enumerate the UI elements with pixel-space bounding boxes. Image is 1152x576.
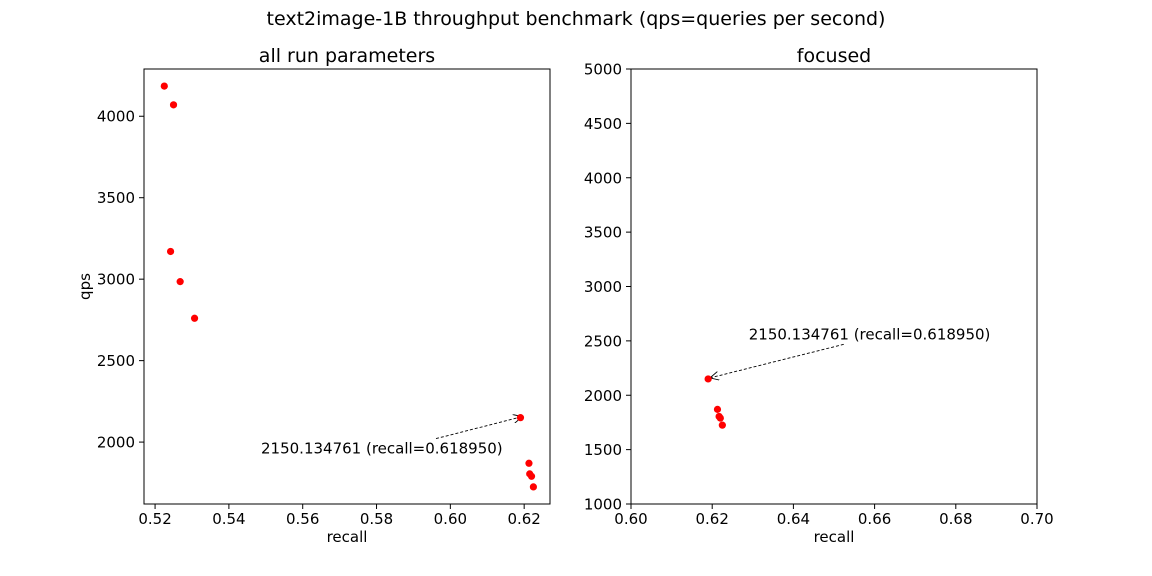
y-tick-label: 5000 bbox=[584, 61, 622, 79]
x-axis-label: recall bbox=[814, 528, 855, 546]
x-tick-label: 0.68 bbox=[939, 510, 972, 528]
y-tick-label: 3000 bbox=[97, 271, 135, 289]
y-tick-label: 4000 bbox=[97, 108, 135, 126]
x-tick-label: 0.60 bbox=[614, 510, 647, 528]
annotation-arrow bbox=[710, 343, 844, 378]
data-point bbox=[529, 483, 537, 491]
data-point bbox=[176, 278, 184, 286]
y-tick-label: 3500 bbox=[97, 189, 135, 207]
y-tick-label: 1500 bbox=[584, 441, 622, 459]
figure-suptitle: text2image-1B throughput benchmark (qps=… bbox=[266, 8, 886, 30]
data-point bbox=[190, 314, 199, 322]
y-tick-label: 4500 bbox=[584, 115, 622, 133]
x-tick-label: 0.62 bbox=[695, 510, 728, 528]
y-tick-label: 2500 bbox=[97, 352, 135, 370]
x-tick-label: 0.64 bbox=[777, 510, 810, 528]
axes-frame bbox=[143, 68, 551, 505]
annotation-label: 2150.134761 (recall=0.618950) bbox=[261, 440, 503, 458]
y-axis-label: qps bbox=[76, 273, 94, 300]
chart-title: all run parameters bbox=[259, 45, 435, 67]
y-tick-label: 1000 bbox=[584, 496, 622, 514]
y-tick-label: 4000 bbox=[584, 169, 622, 187]
x-tick-label: 0.52 bbox=[138, 510, 171, 528]
x-tick-label: 0.58 bbox=[360, 510, 393, 528]
data-point bbox=[160, 82, 168, 90]
x-axis-label: recall bbox=[327, 528, 368, 546]
data-point bbox=[525, 459, 533, 467]
x-tick-label: 0.62 bbox=[507, 510, 540, 528]
chart-title: focused bbox=[797, 45, 871, 67]
x-tick-label: 0.56 bbox=[286, 510, 319, 528]
data-point bbox=[713, 405, 722, 413]
chart-panel-2: focused 0.60 0.62 0.64 0.66 0.68 0.70 1000 1500 2… bbox=[584, 45, 1054, 546]
y-tick-label: 2000 bbox=[584, 387, 622, 405]
annotation-label: 2150.134761 (recall=0.618950) bbox=[749, 325, 991, 343]
x-tick-label: 0.70 bbox=[1020, 510, 1053, 528]
y-tick-label: 2500 bbox=[584, 332, 622, 350]
axes-frame bbox=[630, 68, 1038, 505]
data-point bbox=[704, 375, 712, 383]
chart-panel-1: all run parameters 0.52 0.54 0.56 0.58 0.60 0.… bbox=[76, 45, 551, 546]
y-tick-label: 2000 bbox=[97, 434, 135, 452]
data-point bbox=[527, 472, 536, 480]
y-tick-label: 3500 bbox=[584, 224, 622, 242]
data-point bbox=[166, 247, 175, 256]
y-tick-label: 3000 bbox=[584, 278, 622, 296]
data-point bbox=[718, 421, 726, 429]
annotation-arrow bbox=[435, 417, 522, 440]
data-point bbox=[716, 414, 724, 422]
x-tick-label: 0.54 bbox=[212, 510, 245, 528]
data-point bbox=[516, 414, 525, 422]
x-tick-label: 0.66 bbox=[858, 510, 891, 528]
data-point bbox=[169, 101, 178, 109]
x-tick-label: 0.60 bbox=[434, 510, 467, 528]
